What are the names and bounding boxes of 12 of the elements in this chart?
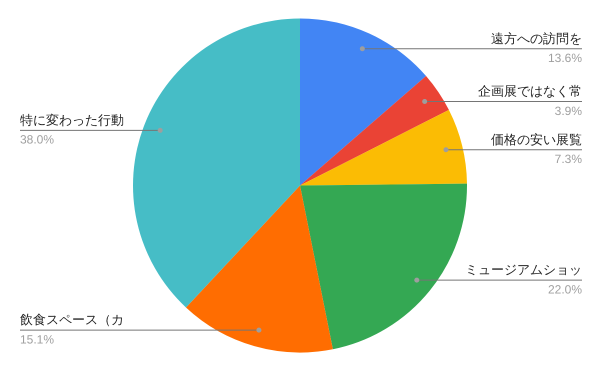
slice-label: ミュージアムショッ	[465, 262, 582, 278]
data-label: 22.0%	[548, 282, 582, 296]
slice-label: 特に変わった行動	[20, 112, 124, 128]
data-label: 38.0%	[20, 132, 54, 147]
data-label: 15.1%	[20, 332, 54, 346]
slice-label: 飲食スペース（カ	[20, 312, 124, 328]
slice-label: 価格の安い展覧	[491, 132, 582, 147]
data-label: 13.6%	[548, 51, 582, 66]
slice-label: 企画展ではなく常	[478, 84, 582, 99]
data-label: 3.9%	[554, 104, 582, 118]
data-label: 7.3%	[554, 152, 582, 166]
slice-label: 遠方への訪問を	[491, 30, 582, 46]
